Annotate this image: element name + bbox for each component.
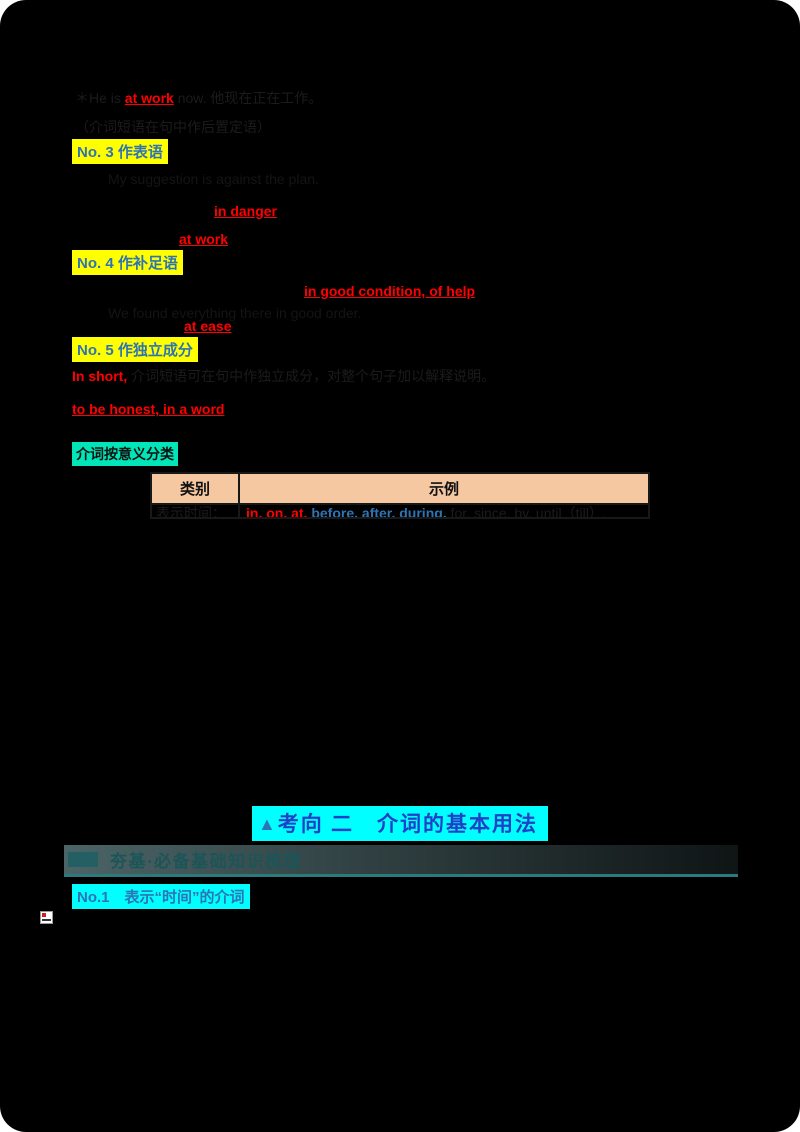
example-line-3: My suggestion is against the plan. (108, 171, 319, 187)
broken-image-line (42, 919, 51, 921)
section-heading-wrap: ▲考向 二 介词的基本用法 (0, 806, 800, 841)
table-header-examples: 示例 (428, 481, 459, 498)
table-cell-examples: in, on, at, before, after, during, for, … (240, 505, 648, 517)
knowledge-banner: 夯基·必备基础知识梳理 (64, 845, 738, 877)
example-text-post: now. 他现在正在工作。 (173, 90, 323, 106)
section-heading-text: 考向 二 介词的基本用法 (277, 812, 539, 836)
answer-red-6: to be honest, in a word (72, 401, 225, 417)
example-line-2: （介词短语在句中作后置定语） (75, 119, 271, 135)
classification-label-wrap: 介词按意义分类 (72, 442, 178, 466)
examples-red: in, on, at, (246, 505, 308, 517)
table-header-category: 类别 (152, 474, 240, 503)
badge-label: No. 4 作补足语 (72, 250, 183, 275)
broken-image-icon (40, 911, 53, 924)
section-badge-no1-time: No.1 表示“时间”的介词 (72, 884, 250, 909)
example-text-pre: ＊He is (75, 90, 125, 106)
example-line-4: We found everything there in good order. (108, 305, 362, 321)
table-cell-category: 表示时间： (152, 505, 240, 517)
badge-label: No. 3 作表语 (72, 139, 168, 164)
answer-red-2: in danger (214, 203, 278, 219)
example-line-5: In short, 介词短语可在句中作独立成分，对整个句子加以解释说明。 (72, 366, 495, 386)
broken-image-dot (42, 913, 46, 917)
triangle-icon: ▲ (257, 814, 276, 834)
section-badge-no5: No. 5 作独立成分 (72, 337, 198, 362)
example-line-1: ＊He is at work now. 他现在正在工作。 (75, 88, 322, 108)
banner-block-icon (68, 852, 98, 867)
answer-red-4: in good condition, of help (304, 283, 476, 299)
banner-title: 夯基·必备基础知识梳理 (110, 852, 303, 871)
classification-table: 类别 示例 表示时间： in, on, at, before, after, d… (150, 472, 650, 519)
badge-label: No.1 表示“时间”的介词 (72, 884, 250, 909)
section-badge-no4: No. 4 作补足语 (72, 250, 183, 275)
badge-label: No. 5 作独立成分 (72, 337, 198, 362)
classification-label: 介词按意义分类 (72, 442, 178, 466)
example-text-rest: 介词短语可在句中作独立成分，对整个句子加以解释说明。 (127, 368, 496, 384)
answer-red-3: at work (179, 231, 229, 247)
examples-dark: for, since, by, until（till）, from… (450, 505, 607, 517)
table-header-row: 类别 示例 (152, 474, 648, 503)
answer-red-5: at ease (184, 318, 232, 334)
table-row: 表示时间： in, on, at, before, after, during,… (152, 503, 648, 517)
answer-red-1: at work (124, 90, 174, 106)
section-badge-no3: No. 3 作表语 (72, 139, 168, 164)
section-heading: ▲考向 二 介词的基本用法 (251, 806, 549, 841)
answer-red-lead: In short, (72, 368, 128, 384)
examples-blue: before, after, during, (307, 505, 447, 517)
